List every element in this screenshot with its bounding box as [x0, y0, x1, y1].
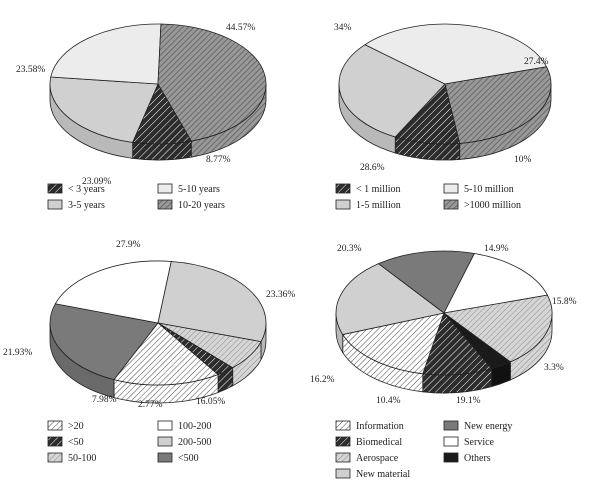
legend-swatch: [157, 199, 173, 210]
legend-swatch: [335, 436, 351, 447]
legend-entry: < 3 years: [68, 184, 105, 195]
slice-label: 8.77%: [206, 155, 231, 165]
legend-entry: Service: [464, 437, 495, 448]
legend-entry: Information: [356, 421, 404, 432]
legend-swatch: [443, 420, 459, 431]
legend-entry: Biomedical: [356, 437, 402, 448]
legend-entry: Others: [464, 453, 491, 464]
pie-top: [49, 23, 267, 145]
legend-entry: 5-10 million: [464, 184, 514, 195]
legend-swatch: [157, 420, 173, 431]
slice-label: 16.2%: [310, 375, 335, 385]
legend-entry: New energy: [464, 421, 512, 432]
legend-swatch: [47, 436, 63, 447]
slice-label: 27.4%: [524, 57, 549, 67]
pie-slice-5-10-years: [50, 23, 162, 85]
pie-slice--500: [49, 303, 159, 381]
slice-label: 34%: [334, 23, 352, 33]
legend-entry: >1000 million: [464, 200, 521, 211]
legend-swatch: [335, 468, 351, 479]
slice-label: 10%: [514, 155, 532, 165]
pie-slice-new-material: [335, 263, 445, 336]
legend-entry: Aerospace: [356, 453, 399, 464]
legend-swatch: [443, 183, 459, 194]
legend: Information New energy Biomedical Service Ae…: [335, 420, 512, 480]
pie-slice-service: [443, 253, 549, 314]
legend: >20 100-200 <50 200-500 50-100 <500: [47, 420, 211, 464]
legend-entry: New material: [356, 469, 410, 480]
slice-label: 20.3%: [337, 244, 362, 254]
slice-label: 2.77%: [138, 400, 163, 410]
pie-side-walls: [335, 312, 553, 394]
pie-slice-100-200: [54, 260, 172, 324]
legend-swatch: [443, 199, 459, 210]
legend-entry: 100-200: [178, 421, 211, 432]
legend-swatch: [47, 452, 63, 463]
pie-slice--20: [113, 322, 219, 386]
pie-slice--1000-million: [444, 66, 552, 144]
legend-entry: <50: [68, 437, 84, 448]
pie-chart-2: 10% 28.6% 34% 27.4% < 1 million 5-10 million 1…: [334, 23, 552, 211]
pie-slice-5-10-million: [364, 23, 548, 85]
legend-entry: 5-10 years: [178, 184, 220, 195]
legend-swatch: [47, 420, 63, 431]
pie-chart-3: 23.36% 21.93% 27.9% 7.98% 2.77% 16.05% >20 100-…: [3, 240, 295, 464]
legend-entry: >20: [68, 421, 84, 432]
slice-label: 7.98%: [92, 395, 117, 405]
legend: < 1 million 5-10 million 1-5 million >1000 …: [335, 183, 521, 211]
pie-top: [49, 260, 267, 386]
pie-chart-4: 3.3% 10.4% 16.2% 20.3% 14.9% 15.8% 19.1% Inform…: [310, 244, 577, 480]
pie-side-walls: [338, 83, 552, 161]
pie-top: [338, 23, 552, 145]
slice-label: 15.8%: [552, 297, 577, 307]
pie-slice-10-20-years: [157, 23, 267, 142]
legend: < 3 years 5-10 years 3-5 years 10-20 years: [47, 183, 225, 211]
pie-slice-3-5-years: [49, 76, 159, 143]
slice-label: 23.36%: [266, 290, 295, 300]
pie-top: [335, 250, 553, 376]
legend-swatch: [47, 199, 63, 210]
legend-swatch: [157, 183, 173, 194]
legend-entry: 3-5 years: [68, 200, 105, 211]
legend-entry: 200-500: [178, 437, 211, 448]
slice-label: 28.6%: [360, 163, 385, 173]
legend-swatch: [335, 420, 351, 431]
legend-swatch: [157, 452, 173, 463]
legend-swatch: [335, 183, 351, 194]
pie-chart-1: 8.77% 23.09% 23.58% 44.57% < 3 years 5-10 yea…: [16, 23, 267, 211]
slice-label: 19.1%: [456, 396, 481, 406]
legend-entry: < 1 million: [356, 184, 401, 195]
slice-label: 44.57%: [226, 23, 255, 33]
legend-swatch: [443, 452, 459, 463]
legend-entry: <500: [178, 453, 199, 464]
slice-label: 14.9%: [484, 244, 509, 254]
slice-label: 16.05%: [196, 397, 225, 407]
legend-swatch: [335, 452, 351, 463]
pie-slice-new-energy: [377, 250, 476, 314]
slice-label: 23.09%: [82, 177, 111, 187]
slice-label: 23.58%: [16, 65, 45, 75]
pie-slice-1-5-million: [338, 44, 446, 138]
legend-swatch: [335, 199, 351, 210]
pie-slice-biomedical: [422, 312, 493, 376]
legend-swatch: [443, 436, 459, 447]
pie-slice-200-500: [157, 261, 267, 343]
legend-entry: 10-20 years: [178, 200, 225, 211]
pie-slice-information: [342, 312, 445, 375]
slice-label: 3.3%: [544, 363, 564, 373]
slice-label: 21.93%: [3, 348, 32, 358]
legend-swatch: [47, 183, 63, 194]
legend-entry: 1-5 million: [356, 200, 401, 211]
slice-label: 10.4%: [376, 396, 401, 406]
legend-entry: 50-100: [68, 453, 96, 464]
pie-slice-aerospace: [443, 294, 553, 363]
legend-swatch: [157, 436, 173, 447]
slice-label: 27.9%: [116, 240, 141, 250]
